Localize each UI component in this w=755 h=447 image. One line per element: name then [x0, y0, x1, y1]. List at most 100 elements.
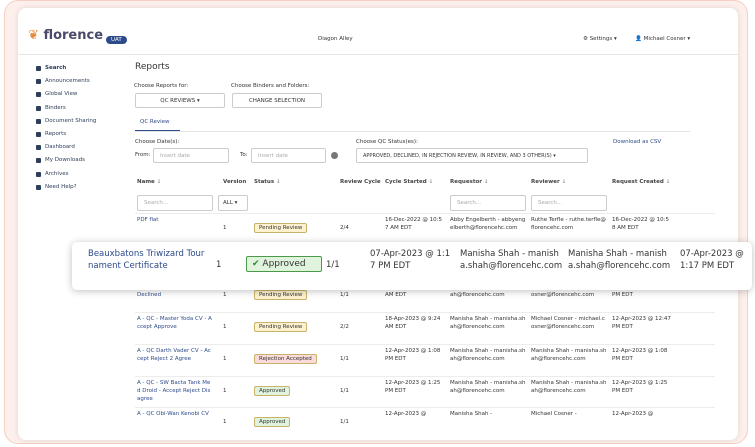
user-menu[interactable]: 👤 Michael Cosner ▾: [635, 36, 691, 42]
status-badge: Pending Review: [254, 223, 308, 233]
column-header[interactable]: Status: [254, 179, 281, 185]
status-badge: Pending Review: [254, 290, 308, 300]
column-header[interactable]: Reviewer: [531, 179, 566, 185]
table-cell: 07-Apr-2023 @ 1:17 PM EDT: [370, 249, 451, 271]
header-divider: [18, 54, 738, 55]
sidebar-icon: [36, 145, 41, 151]
table-cell: 12-Apr-2023 @ 1:25 PM EDT: [612, 380, 668, 394]
logo-text: florence: [43, 28, 104, 43]
column-header[interactable]: Review Cycle: [340, 179, 381, 185]
table-cell: 12-Apr-2023 @: [385, 411, 427, 417]
table-cell: 16-Dec-2022 @ 10:58 AM EDT: [612, 217, 669, 231]
settings-menu[interactable]: ⚙ Settings ▾: [583, 36, 617, 42]
sidebar-icon: [36, 92, 41, 98]
label: Choose QC Status(es):: [356, 139, 418, 145]
column-header[interactable]: Requestor: [450, 179, 488, 185]
status-select[interactable]: APPROVED, DECLINED, IN REJECTION REVIEW,…: [356, 148, 588, 163]
env-badge: UAT: [106, 36, 127, 44]
sidebar-icon: [36, 79, 41, 85]
table-cell: 12-Apr-2023 @ 12:47 PM EDT: [612, 316, 671, 330]
table-cell: 1: [223, 419, 227, 425]
table-cell[interactable]: A - QC - Master Yoda CV - Accept Approve: [137, 316, 212, 330]
filter-select[interactable]: ALL ▾: [218, 195, 248, 211]
table-cell: 1/1: [340, 388, 349, 394]
sidebar-item[interactable]: Binders: [45, 104, 66, 111]
settings-text: Settings: [589, 36, 613, 42]
table-cell: Manisha Shah - manisha.shah@florencehc.c…: [568, 249, 671, 271]
table-cell[interactable]: A - QC Darth Vader CV - Accept Reject 2 …: [137, 348, 211, 362]
table-cell: Manisha Shah - manisha.shah@florencehc.c…: [450, 348, 526, 362]
table-cell: 1: [223, 356, 227, 362]
table-cell: 18-Apr-2023 @ 9:24 AM EDT: [385, 316, 441, 330]
page-title: Reports: [135, 62, 170, 72]
table-cell: 1/1: [340, 419, 349, 425]
table-cell: 12-Apr-2023 @: [612, 411, 654, 417]
sidebar-icon: [36, 158, 41, 164]
table-cell: 1/1: [340, 356, 349, 362]
sidebar-item[interactable]: Dashboard: [45, 144, 75, 151]
column-header[interactable]: Cycle Started: [385, 179, 433, 185]
user-text: Michael Cosner: [643, 36, 686, 42]
sidebar-item[interactable]: Archives: [45, 170, 69, 177]
sidebar-icon: [36, 184, 41, 190]
table-cell: Ruthe Terfle - ruthe.terfle@florencehc.c…: [531, 217, 606, 231]
table-cell: Michael Cosner - michael.cosner@florence…: [531, 316, 605, 330]
table-cell: 16-Dec-2022 @ 10:57 AM EDT: [385, 217, 442, 231]
date-input[interactable]: Insert date: [251, 148, 326, 163]
row-divider: [135, 213, 715, 214]
tab-underline: [135, 130, 180, 132]
sidebar-item[interactable]: Document Sharing: [45, 117, 97, 124]
table-cell: 1: [223, 225, 227, 231]
filter-input[interactable]: Search...: [450, 195, 526, 211]
table-cell[interactable]: A - QC - SW Bacta Tank Med Droid - Accep…: [137, 380, 211, 402]
app-window: ❦ florence UAT Diagon Alley ⚙ Settings ▾…: [18, 8, 738, 440]
status-badge: Rejection Accepted: [254, 354, 317, 364]
tab-divider: [135, 131, 690, 132]
table-cell: Manisha Shah - manisha.shah@florencehc.c…: [531, 348, 607, 362]
binders-button[interactable]: CHANGE SELECTION: [232, 93, 322, 108]
table-cell: 1: [223, 388, 227, 394]
label: From:: [135, 152, 151, 158]
sidebar-item[interactable]: Search: [45, 65, 67, 71]
filter-input[interactable]: Search...: [137, 195, 213, 211]
status-badge: Pending Review: [254, 322, 308, 332]
date-input[interactable]: Insert date: [153, 148, 229, 163]
column-header[interactable]: Name: [137, 179, 161, 185]
table-cell: 12-Apr-2023 @ 1:25 PM EDT: [385, 380, 441, 394]
sidebar-item[interactable]: My Downloads: [45, 157, 85, 164]
table-cell: Manisha Shah - manisha.shah@florencehc.c…: [450, 316, 526, 330]
table-cell[interactable]: PDF flat: [137, 217, 159, 223]
tab[interactable]: QC Review: [140, 119, 170, 125]
row-divider: [135, 312, 715, 313]
table-cell[interactable]: Beauxbatons Triwizard Tournament Certifi…: [88, 249, 205, 271]
site-name: Diagon Alley: [318, 36, 353, 42]
table-cell: 12-Apr-2023 @ 1:08 PM EDT: [385, 348, 441, 362]
table-cell[interactable]: A - QC Obi-Wan Kenobi CV: [137, 411, 209, 417]
table-cell: Manisha Shah - manisha.shah@florencehc.c…: [450, 380, 526, 394]
download-link[interactable]: Download as CSV: [613, 139, 662, 145]
table-cell: 1/1: [340, 292, 349, 298]
sidebar-item[interactable]: Need Help?: [45, 183, 77, 190]
table-cell: 1/1: [326, 260, 340, 270]
sidebar-icon: [36, 105, 41, 111]
filter-input[interactable]: Search...: [531, 195, 607, 211]
highlighted-row[interactable]: Beauxbatons Triwizard Tournament Certifi…: [72, 242, 752, 290]
info-icon: [331, 152, 338, 159]
sidebar-item[interactable]: Announcements: [45, 78, 90, 85]
table-cell: Manisha Shah - manisha.shah@florencehc.c…: [531, 380, 607, 394]
sidebar-icon: [36, 132, 41, 137]
sidebar-icon: [36, 66, 41, 71]
table-cell: 07-Apr-2023 @ 1:17 PM EDT: [680, 249, 744, 271]
table-cell: 2/2: [340, 324, 349, 330]
status-badge: Approved: [254, 386, 291, 396]
label: Choose Binders and Folders:: [231, 83, 310, 89]
sidebar-item[interactable]: Global View: [45, 91, 78, 98]
row-divider: [135, 376, 715, 377]
sidebar-item[interactable]: Reports: [45, 131, 67, 137]
reports-select[interactable]: QC REVIEWS ▾: [135, 93, 225, 108]
table-cell: 1: [223, 324, 227, 330]
column-header[interactable]: Version: [223, 179, 247, 185]
column-header[interactable]: Request Created: [612, 179, 670, 185]
row-divider: [135, 407, 715, 408]
